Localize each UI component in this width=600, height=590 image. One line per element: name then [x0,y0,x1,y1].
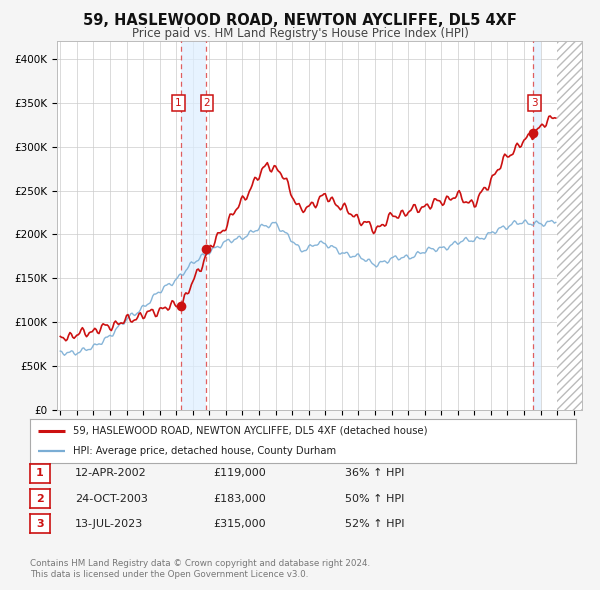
Text: 2: 2 [204,98,211,108]
Text: 50% ↑ HPI: 50% ↑ HPI [345,494,404,503]
Text: £119,000: £119,000 [213,468,266,478]
Text: 59, HASLEWOOD ROAD, NEWTON AYCLIFFE, DL5 4XF (detached house): 59, HASLEWOOD ROAD, NEWTON AYCLIFFE, DL5… [73,426,427,436]
Bar [533,41,541,410]
Text: 1: 1 [36,468,44,478]
Text: This data is licensed under the Open Government Licence v3.0.: This data is licensed under the Open Gov… [30,571,308,579]
Text: 24-OCT-2003: 24-OCT-2003 [75,494,148,503]
Text: £183,000: £183,000 [213,494,266,503]
Text: 3: 3 [36,519,44,529]
Text: £315,000: £315,000 [213,519,266,529]
Text: Contains HM Land Registry data © Crown copyright and database right 2024.: Contains HM Land Registry data © Crown c… [30,559,370,568]
Text: 13-JUL-2023: 13-JUL-2023 [75,519,143,529]
Text: 1: 1 [175,98,182,108]
Text: 2: 2 [36,494,44,503]
Bar [557,41,582,410]
Text: 52% ↑ HPI: 52% ↑ HPI [345,519,404,529]
Text: 59, HASLEWOOD ROAD, NEWTON AYCLIFFE, DL5 4XF: 59, HASLEWOOD ROAD, NEWTON AYCLIFFE, DL5… [83,13,517,28]
Text: 3: 3 [531,98,538,108]
Text: Price paid vs. HM Land Registry's House Price Index (HPI): Price paid vs. HM Land Registry's House … [131,27,469,40]
Text: 12-APR-2002: 12-APR-2002 [75,468,147,478]
Text: HPI: Average price, detached house, County Durham: HPI: Average price, detached house, Coun… [73,446,336,456]
Bar [557,41,582,410]
Bar [181,41,206,410]
Text: 36% ↑ HPI: 36% ↑ HPI [345,468,404,478]
